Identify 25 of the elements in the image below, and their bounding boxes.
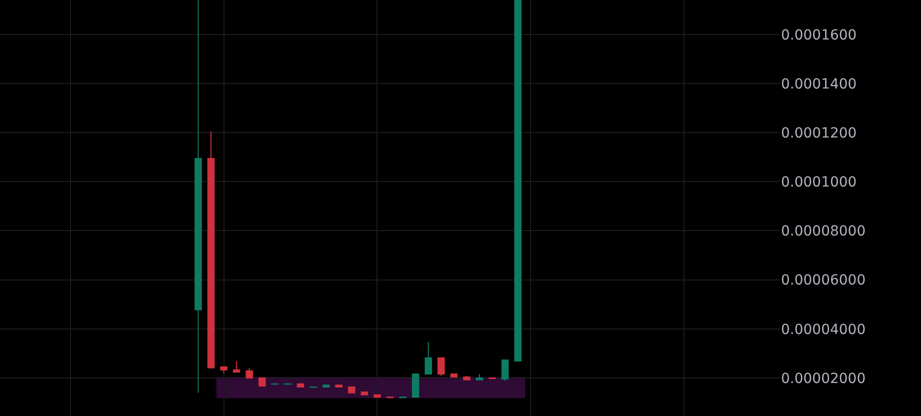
candlestick [463, 376, 470, 380]
candlestick [360, 391, 368, 396]
candlestick [438, 357, 445, 376]
candlestick [450, 374, 458, 378]
y-tick-label: 0.0001200 [781, 125, 857, 142]
candlestick [412, 374, 420, 398]
candlestick [194, 0, 202, 394]
candlestick [207, 131, 215, 368]
y-tick-label: 0.00002000 [781, 370, 866, 387]
y-tick-label: 0.0001000 [781, 174, 857, 191]
y-tick-label: 0.00006000 [781, 272, 866, 289]
y-tick-label: 0.0001400 [781, 76, 857, 92]
candlestick [476, 374, 484, 380]
candlestick [246, 367, 253, 378]
candlestick [424, 341, 432, 375]
candlestick [514, 0, 522, 362]
candlestick [258, 377, 266, 387]
candlestick [348, 386, 356, 394]
candlestick [501, 360, 509, 382]
y-tick-label: 0.00004000 [781, 322, 866, 338]
candlestick [220, 366, 228, 374]
candlestick [335, 384, 342, 388]
candlestick [232, 360, 240, 373]
y-tick-label: 0.00008000 [781, 224, 866, 240]
y-tick-label: 0.0001600 [781, 27, 857, 44]
